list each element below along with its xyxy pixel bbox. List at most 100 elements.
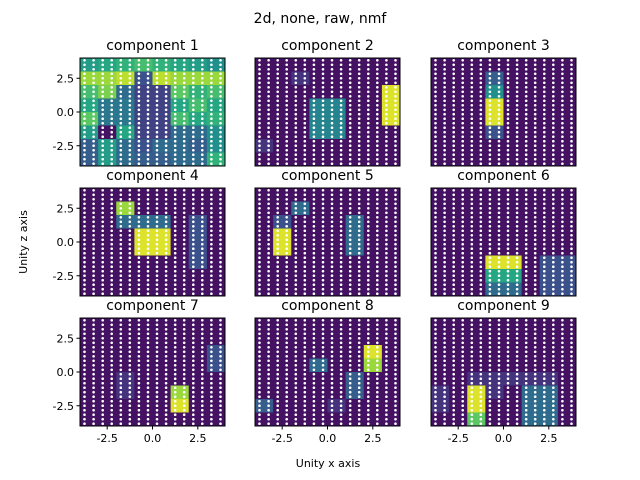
sample-point: [294, 86, 298, 89]
sample-point: [533, 341, 537, 345]
sample-point: [570, 278, 573, 282]
sample-point: [173, 381, 177, 385]
sample-point: [312, 130, 316, 134]
sample-point: [348, 355, 352, 358]
sample-point: [394, 269, 397, 273]
sample-point: [461, 422, 465, 426]
sample-point: [164, 238, 168, 242]
sample-point: [470, 121, 474, 125]
sample-point: [303, 189, 307, 192]
heatmap-cell: [152, 152, 171, 166]
sample-point: [570, 283, 573, 287]
sample-point: [452, 319, 456, 322]
sample-point: [110, 68, 113, 71]
sample-point: [92, 323, 95, 327]
sample-point: [201, 148, 204, 152]
sample-point: [385, 328, 388, 331]
sample-point: [561, 229, 564, 233]
sample-point: [515, 229, 519, 233]
sample-point: [479, 162, 483, 165]
sample-point: [524, 242, 528, 246]
sample-point: [394, 81, 397, 85]
sample-point: [92, 395, 95, 399]
sample-point: [219, 126, 222, 129]
sample-point: [552, 198, 555, 201]
sample-point: [376, 256, 379, 260]
sample-point: [258, 121, 261, 125]
sample-point: [219, 372, 222, 376]
sample-point: [385, 202, 388, 206]
sample-point: [164, 153, 168, 156]
heatmap-cell: [327, 58, 346, 72]
sample-point: [258, 108, 261, 112]
sample-point: [164, 364, 168, 367]
sample-point: [561, 292, 564, 296]
sample-point: [385, 386, 388, 390]
sample-point: [570, 274, 573, 278]
sample-point: [219, 121, 222, 125]
sample-point: [83, 395, 86, 399]
sample-point: [533, 238, 537, 242]
sample-point: [543, 386, 546, 390]
sample-point: [385, 95, 388, 98]
panel-title: component 7: [106, 298, 199, 314]
heatmap-cell: [152, 58, 171, 72]
sample-point: [173, 319, 177, 322]
sample-point: [443, 139, 446, 143]
sample-point: [479, 260, 483, 264]
sample-point: [164, 121, 168, 125]
heatmap-cell: [134, 112, 153, 126]
sample-point: [357, 368, 361, 372]
sample-point: [330, 283, 334, 287]
sample-point: [219, 63, 222, 67]
sample-point: [128, 247, 132, 250]
heatmap-cell: [327, 242, 346, 256]
sample-point: [110, 274, 113, 278]
sample-point: [452, 189, 456, 192]
sample-point: [137, 108, 141, 112]
sample-point: [312, 368, 316, 372]
sample-point: [258, 126, 261, 129]
heatmap-cell: [363, 152, 383, 166]
sample-point: [258, 386, 261, 390]
sample-point: [357, 198, 361, 201]
sample-point: [506, 251, 510, 255]
sample-point: [497, 274, 501, 278]
sample-point: [488, 139, 492, 143]
sample-point: [210, 278, 213, 282]
heatmap-cell: [557, 385, 576, 400]
sample-point: [461, 319, 465, 322]
sample-point: [276, 130, 280, 134]
sample-point: [201, 189, 204, 192]
sample-point: [506, 193, 510, 197]
sample-point: [92, 157, 95, 161]
sample-point: [210, 417, 213, 421]
sample-point: [201, 207, 204, 210]
sample-point: [488, 319, 492, 322]
sample-point: [561, 417, 564, 421]
heatmap-cell: [170, 331, 190, 346]
sample-point: [461, 211, 465, 215]
sample-point: [137, 256, 141, 260]
sample-point: [276, 139, 280, 143]
sample-point: [570, 112, 573, 116]
sample-point: [201, 390, 204, 394]
sample-point: [276, 108, 280, 112]
sample-point: [83, 157, 86, 161]
heatmap-cell: [345, 152, 365, 166]
heatmap-cells: [80, 58, 225, 166]
heatmap-cell: [485, 98, 504, 113]
sample-point: [201, 395, 204, 399]
sample-point: [312, 413, 316, 417]
heatmap-cell: [98, 139, 117, 153]
sample-point: [173, 269, 177, 273]
sample-point: [497, 341, 501, 345]
sample-point: [303, 372, 307, 376]
heatmap-cell: [152, 399, 171, 413]
sample-point: [312, 90, 316, 94]
sample-point: [294, 202, 298, 206]
sample-point: [452, 404, 456, 408]
heatmap-cell: [557, 152, 576, 166]
sample-point: [506, 341, 510, 345]
heatmap-cell: [539, 152, 559, 166]
